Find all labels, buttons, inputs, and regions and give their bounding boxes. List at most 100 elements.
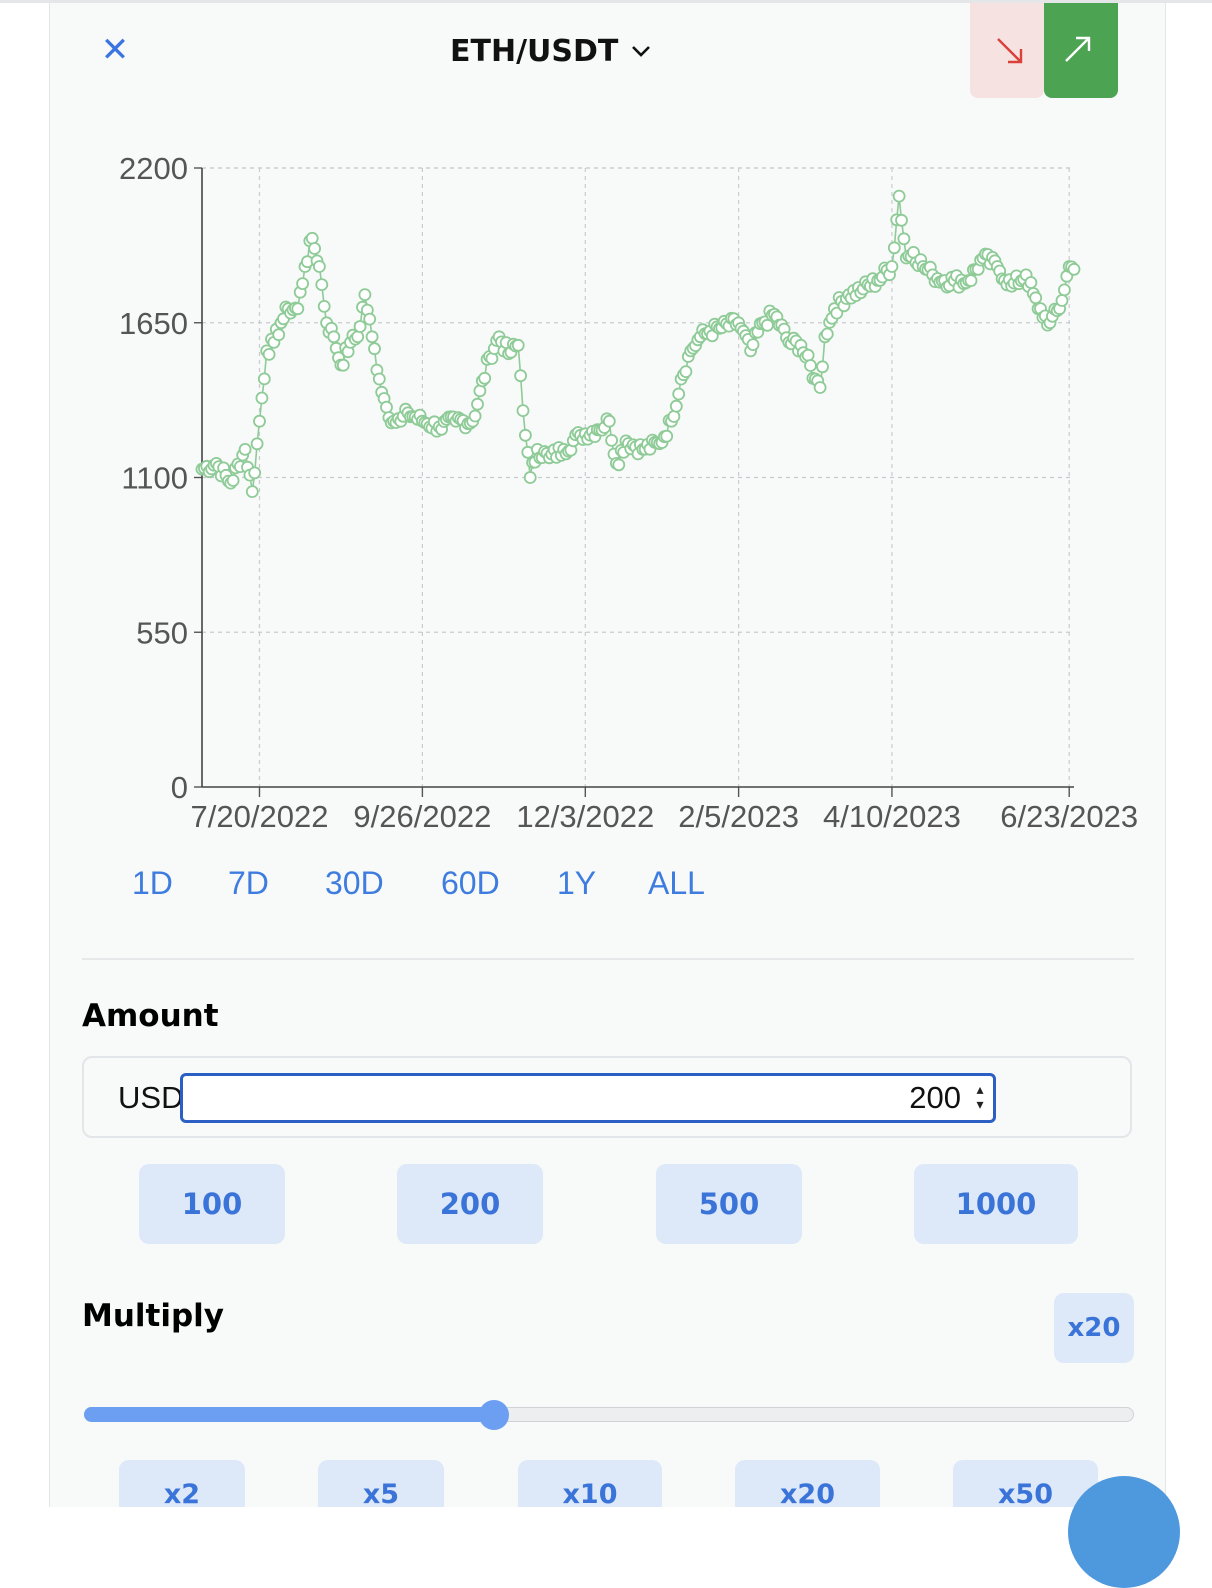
arrow-down-right-icon xyxy=(997,38,1023,64)
price-point xyxy=(746,338,760,352)
price-point xyxy=(1029,291,1043,305)
amount-field: USD ▴▾ xyxy=(82,1056,1132,1138)
y-tick-label: 1100 xyxy=(121,461,188,496)
multiply-value-badge: x20 xyxy=(1054,1293,1134,1363)
trade-panel: ✕ ETH/USDT 0 550 1100 1650 2200 7/20/2022 9/26… xyxy=(49,3,1166,1507)
price-point xyxy=(511,338,525,352)
price-point xyxy=(514,369,528,383)
price-point xyxy=(262,347,276,361)
price-point xyxy=(296,277,310,291)
price-point xyxy=(353,320,367,333)
period-1y[interactable]: 1Y xyxy=(557,865,597,901)
y-tick-label: 1650 xyxy=(119,306,188,341)
price-point xyxy=(327,330,341,344)
amount-preset-200[interactable]: 200 xyxy=(397,1164,543,1244)
price-point xyxy=(892,189,906,203)
price-point xyxy=(660,429,674,443)
price-point xyxy=(291,302,305,316)
price-point xyxy=(238,442,252,456)
amount-stepper[interactable]: ▴ ▾ xyxy=(976,1081,984,1112)
multiply-preset-x20[interactable]: x20 xyxy=(735,1460,880,1507)
price-point xyxy=(895,213,908,227)
price-point xyxy=(308,242,322,255)
price-point xyxy=(801,348,815,362)
price-point xyxy=(1067,262,1081,276)
amount-preset-1000[interactable]: 1000 xyxy=(914,1164,1078,1244)
sell-button[interactable] xyxy=(970,3,1044,98)
price-point xyxy=(820,327,834,341)
amount-title: Amount xyxy=(82,998,219,1034)
price-series xyxy=(195,189,1081,499)
price-point xyxy=(1024,276,1038,289)
price-point xyxy=(351,330,365,344)
buy-button[interactable] xyxy=(1044,3,1118,98)
price-point xyxy=(667,410,681,423)
period-1d[interactable]: 1D xyxy=(132,865,173,901)
price-point xyxy=(471,397,484,411)
price-point xyxy=(363,312,377,326)
arrow-up-right-icon xyxy=(1065,36,1091,62)
close-icon: ✕ xyxy=(100,31,130,69)
multiply-slider-thumb[interactable] xyxy=(478,1400,509,1430)
price-point xyxy=(897,232,911,246)
pair-title: ETH/USDT xyxy=(450,33,619,69)
price-point xyxy=(523,471,537,484)
price-point xyxy=(255,391,269,405)
price-point xyxy=(257,372,271,386)
multiply-title: Multiply xyxy=(82,1298,225,1334)
chart-axes: 0 550 1100 1650 2200 7/20/2022 9/26/2022 12/3/2… xyxy=(119,151,1138,834)
price-point xyxy=(612,458,626,472)
price-point xyxy=(518,428,532,442)
multiply-preset-x2[interactable]: x2 xyxy=(119,1460,245,1507)
multiply-preset-x10[interactable]: x10 xyxy=(518,1460,662,1507)
close-button[interactable]: ✕ xyxy=(98,31,132,69)
price-point xyxy=(887,241,901,255)
floating-action-button[interactable] xyxy=(1068,1476,1180,1588)
chart-grid xyxy=(202,167,1074,787)
period-all[interactable]: ALL xyxy=(648,865,705,901)
price-point xyxy=(248,466,262,480)
price-point xyxy=(336,358,350,372)
pair-selector[interactable]: ETH/USDT xyxy=(450,29,652,73)
price-point xyxy=(478,371,492,385)
price-point xyxy=(761,318,774,332)
price-point xyxy=(672,387,686,401)
price-point xyxy=(312,260,326,273)
price-point xyxy=(368,342,381,356)
price-point xyxy=(468,409,482,423)
price-point xyxy=(317,299,331,313)
period-7d[interactable]: 7D xyxy=(228,865,269,901)
price-point xyxy=(253,414,266,428)
divider xyxy=(82,958,1134,960)
y-tick-label: 2200 xyxy=(119,151,188,186)
y-tick-label: 0 xyxy=(171,770,188,805)
price-point xyxy=(669,399,683,413)
price-point xyxy=(1055,294,1069,307)
price-point xyxy=(226,474,240,487)
x-tick-label: 4/10/2023 xyxy=(823,799,961,834)
period-30d[interactable]: 30D xyxy=(325,865,384,901)
price-point xyxy=(315,278,329,292)
x-tick-label: 7/20/2022 xyxy=(191,799,329,834)
multiply-preset-x50[interactable]: x50 xyxy=(953,1460,1098,1507)
amount-preset-100[interactable]: 100 xyxy=(139,1164,285,1244)
price-point xyxy=(516,404,530,418)
price-point xyxy=(602,414,616,428)
amount-preset-500[interactable]: 500 xyxy=(656,1164,802,1244)
chevron-down-icon xyxy=(632,46,651,57)
price-point xyxy=(272,328,286,342)
x-tick-label: 9/26/2022 xyxy=(353,799,491,834)
price-point xyxy=(804,359,817,372)
amount-input[interactable] xyxy=(180,1073,996,1123)
price-point xyxy=(245,485,259,499)
price-point xyxy=(380,400,393,414)
price-chart[interactable]: 0 550 1100 1650 2200 7/20/2022 9/26/2022 12/3/2… xyxy=(50,143,1166,843)
multiply-preset-x5[interactable]: x5 xyxy=(318,1460,444,1507)
currency-label: USD xyxy=(118,1080,184,1115)
price-point xyxy=(365,330,379,344)
top-border xyxy=(0,0,1212,3)
price-point xyxy=(679,365,693,379)
x-tick-label: 6/23/2023 xyxy=(1000,799,1138,834)
period-60d[interactable]: 60D xyxy=(441,865,500,901)
x-tick-label: 2/5/2023 xyxy=(678,799,799,834)
